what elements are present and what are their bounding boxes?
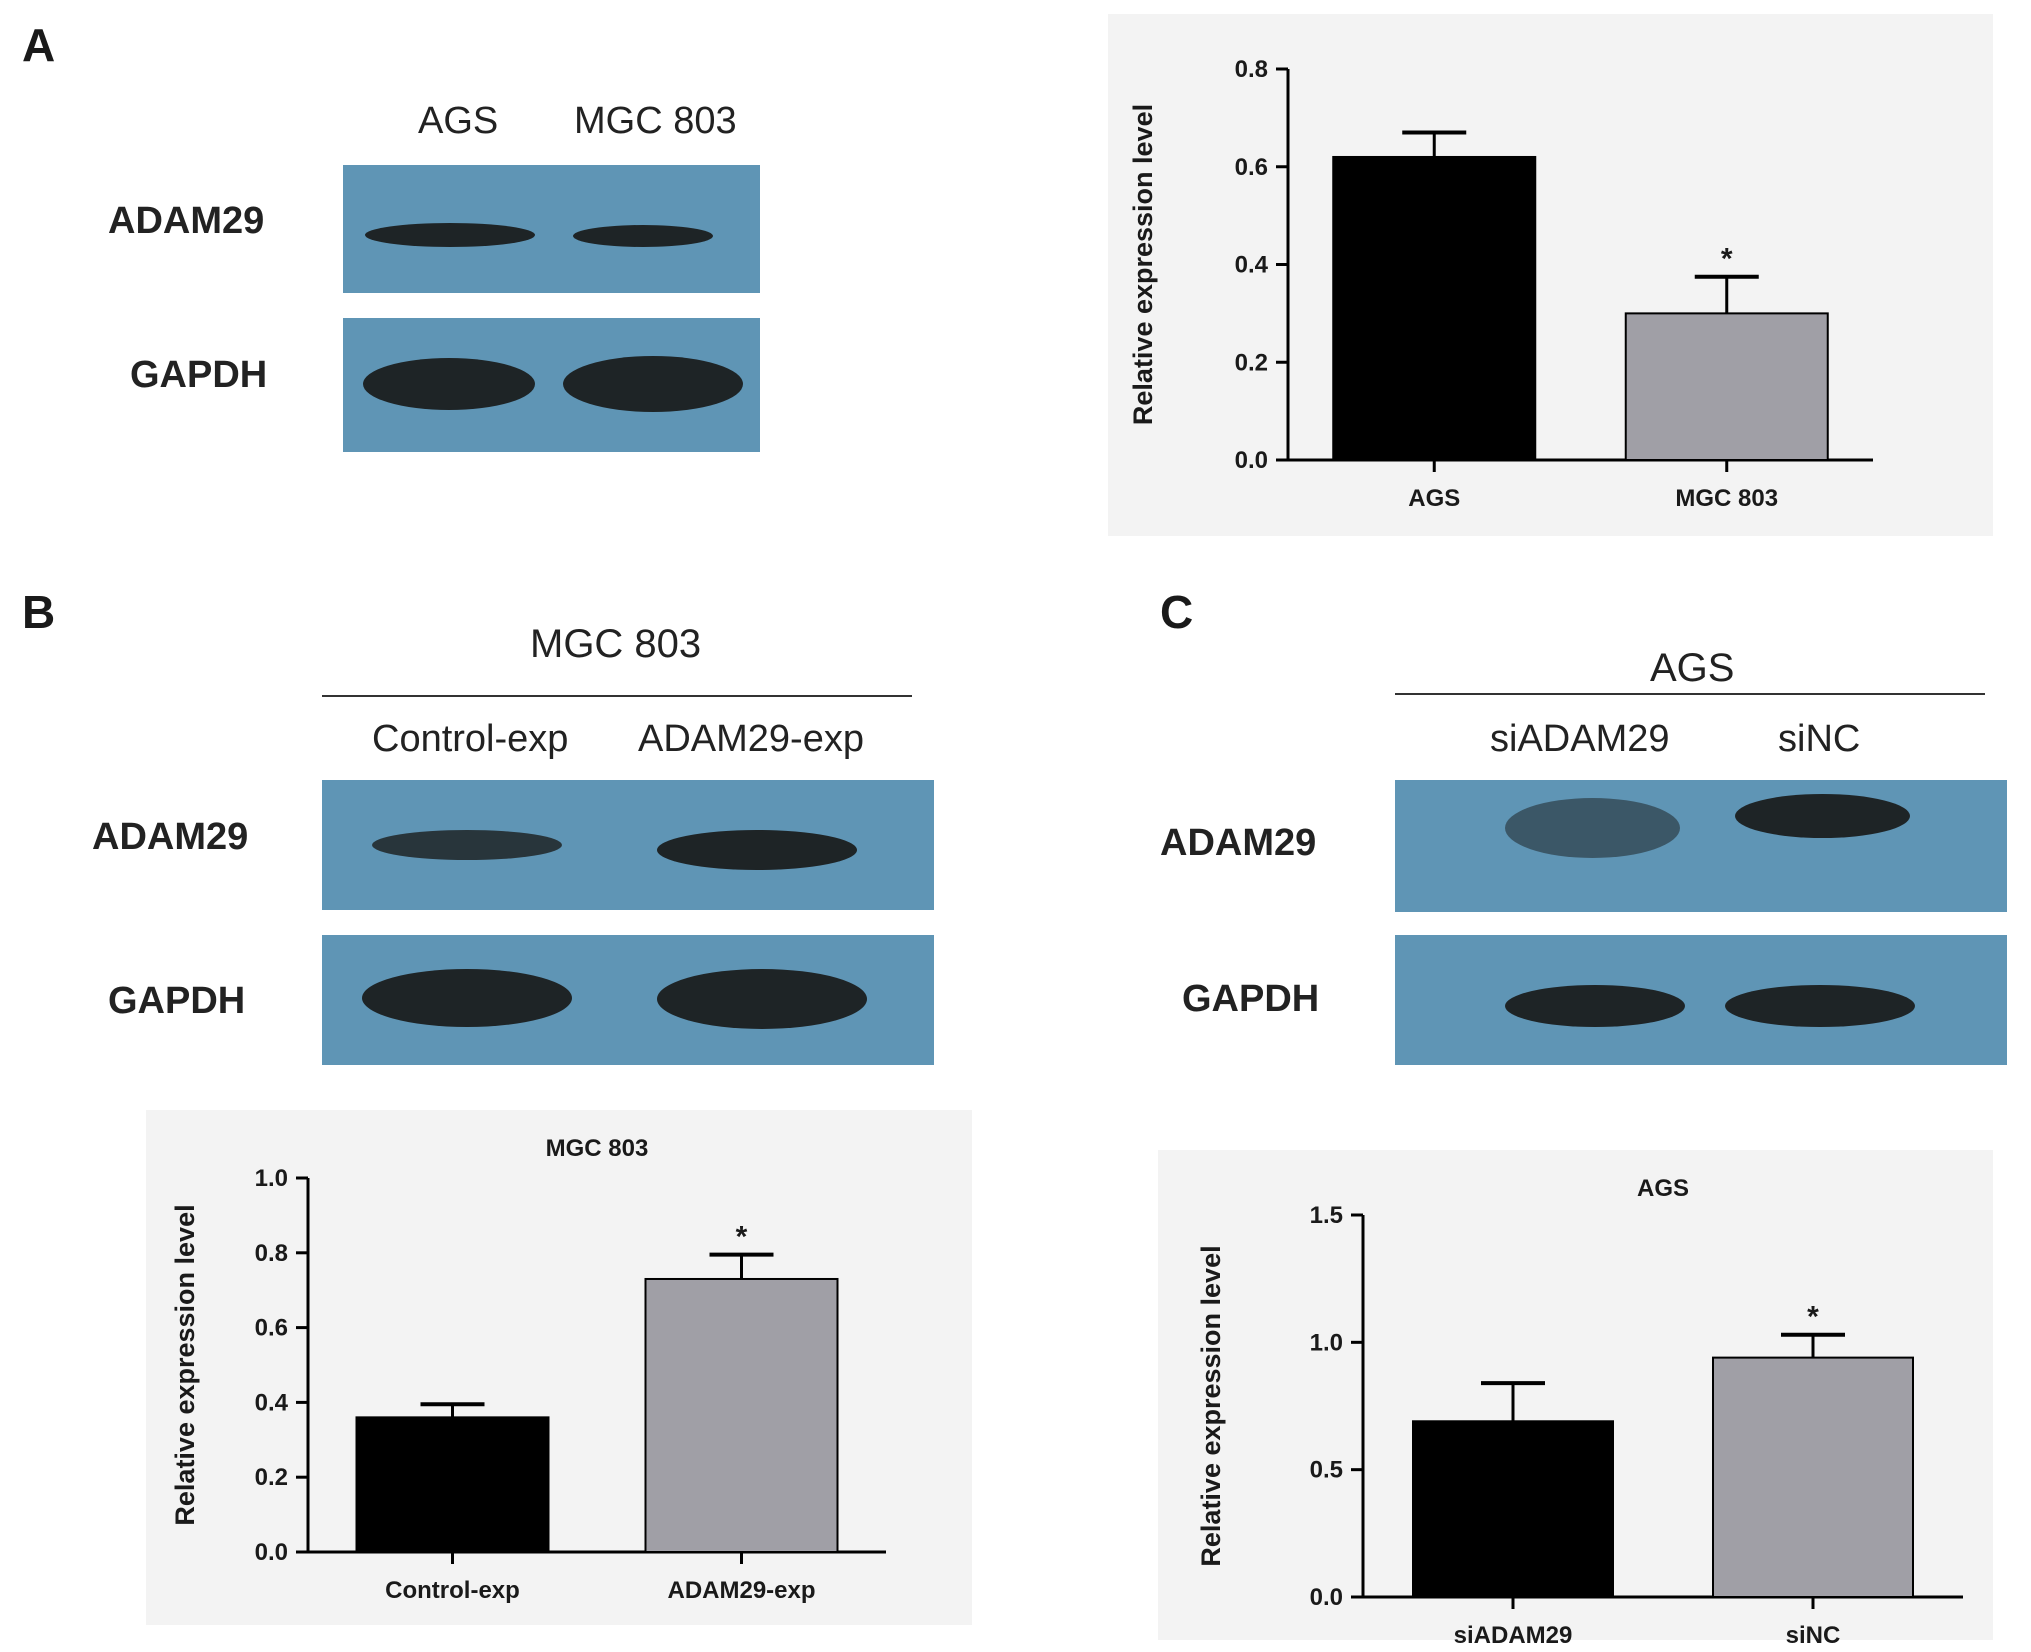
blot-c-row-label-2: GAPDH xyxy=(1182,978,1320,1020)
panel-letter-c: C xyxy=(1160,586,1194,638)
blot-a-lane-label-1: AGS xyxy=(418,100,499,142)
chart-c: AGS Relative expression level 0.0 0.5 1.0 1.5… xyxy=(1196,1175,1963,1649)
y-tick-label: 0.5 xyxy=(1310,1457,1343,1484)
blot-c-lane-label-2: siNC xyxy=(1778,718,1861,760)
blot-c-gapdh-strip xyxy=(1395,935,2007,1065)
blot-band xyxy=(563,356,743,412)
blot-band xyxy=(372,830,562,860)
y-tick-label: 0.2 xyxy=(255,1464,288,1491)
blot-c-adam29-strip xyxy=(1395,780,2007,912)
blot-c-group-rule xyxy=(1395,693,1985,695)
blot-b-group-label: MGC 803 xyxy=(530,622,702,666)
y-tick-label: 0.6 xyxy=(1235,154,1268,181)
x-tick-label: siADAM29 xyxy=(1454,1622,1573,1649)
chart-a: Relative expression level 0.0 0.2 0.4 0.6 0.8… xyxy=(1128,56,1873,512)
blot-band xyxy=(1735,794,1910,838)
y-axis-label: Relative expression level xyxy=(1128,104,1158,425)
bar-sinc xyxy=(1712,1356,1914,1598)
y-tick-label: 0.8 xyxy=(255,1240,288,1267)
blot-b-row-label-1: ADAM29 xyxy=(92,816,249,858)
y-tick-label: 0.4 xyxy=(255,1389,289,1416)
significance-marker: * xyxy=(736,1221,748,1254)
blot-band xyxy=(1505,798,1680,858)
y-tick-label: 0.0 xyxy=(1310,1584,1343,1611)
blot-b-lane-label-2: ADAM29-exp xyxy=(638,718,864,760)
x-tick-label: siNC xyxy=(1786,1622,1841,1649)
blot-a-gapdh-strip xyxy=(343,318,760,452)
blot-band xyxy=(1505,985,1685,1027)
chart-b: MGC 803 Relative expression level 0.0 0.2 0.… xyxy=(170,1135,886,1604)
blot-b-group-rule xyxy=(322,695,912,697)
bar-siadam29 xyxy=(1412,1420,1614,1598)
y-tick-label: 0.4 xyxy=(1235,252,1269,279)
blot-b-row-label-2: GAPDH xyxy=(108,980,246,1022)
bar-control-exp xyxy=(355,1416,550,1553)
y-tick-label: 0.2 xyxy=(1235,349,1268,376)
y-tick-label: 1.5 xyxy=(1310,1202,1343,1229)
y-tick-label: 0.0 xyxy=(1235,447,1268,474)
blot-c-lane-label-1: siADAM29 xyxy=(1490,718,1670,760)
y-tick-label: 1.0 xyxy=(1310,1329,1343,1356)
blot-b-lane-label-1: Control-exp xyxy=(372,718,569,760)
blot-c-row-label-1: ADAM29 xyxy=(1160,822,1317,864)
chart-a-background xyxy=(1108,14,1993,536)
blot-a-row-label-1: ADAM29 xyxy=(108,200,265,242)
significance-marker: * xyxy=(1807,1301,1819,1334)
y-axis-label: Relative expression level xyxy=(1196,1245,1226,1566)
blot-band xyxy=(362,969,572,1027)
bar-mgc-803 xyxy=(1624,312,1829,461)
blot-band xyxy=(363,358,535,410)
blot-a-row-label-2: GAPDH xyxy=(130,354,268,396)
y-tick-label: 0.8 xyxy=(1235,56,1268,83)
blot-c-group-label: AGS xyxy=(1650,646,1735,690)
blot-band xyxy=(657,830,857,870)
panel-letter-a: A xyxy=(22,19,56,71)
x-tick-label: AGS xyxy=(1408,485,1460,512)
y-tick-label: 0.0 xyxy=(255,1539,288,1566)
blot-band xyxy=(573,225,713,247)
chart-title: MGC 803 xyxy=(546,1135,649,1162)
x-tick-label: MGC 803 xyxy=(1675,485,1778,512)
chart-title: AGS xyxy=(1637,1175,1689,1202)
blot-band xyxy=(365,223,535,247)
y-tick-label: 0.6 xyxy=(255,1315,288,1342)
blot-b-adam29-strip xyxy=(322,780,934,910)
x-tick-label: ADAM29-exp xyxy=(667,1577,815,1604)
panel-letter-b: B xyxy=(22,586,56,638)
blot-band xyxy=(657,969,867,1029)
blot-a-lane-label-2: MGC 803 xyxy=(574,100,737,142)
y-axis-label: Relative expression level xyxy=(170,1204,200,1525)
bar-adam29-exp xyxy=(644,1277,839,1553)
y-tick-label: 1.0 xyxy=(255,1165,288,1192)
x-tick-label: Control-exp xyxy=(385,1577,520,1604)
blot-b-gapdh-strip xyxy=(322,935,934,1065)
bar-ags xyxy=(1332,155,1537,461)
blot-band xyxy=(1725,985,1915,1027)
blot-a-adam29-strip xyxy=(343,165,760,293)
significance-marker: * xyxy=(1721,243,1733,276)
